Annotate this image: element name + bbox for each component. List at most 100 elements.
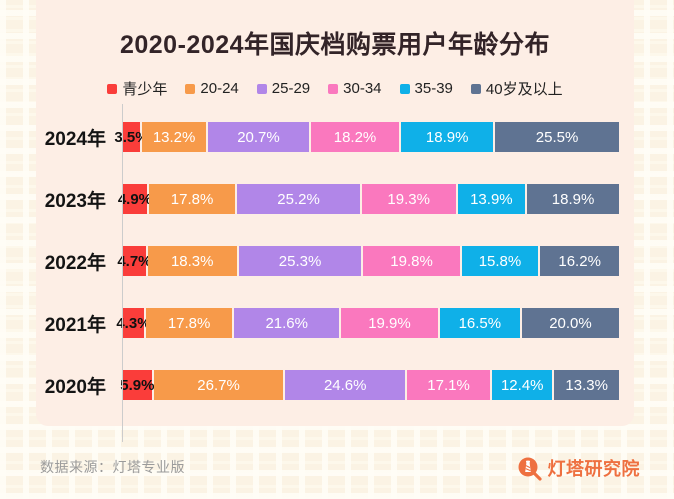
bar-value-label: 18.2%: [333, 128, 377, 146]
bar-value-label: 4.3%: [116, 314, 151, 332]
legend-swatch-icon: [185, 83, 196, 94]
bar-segment-青少年: 4.7%: [117, 246, 152, 276]
legend-swatch-icon: [256, 83, 267, 94]
bar-value-label: 19.3%: [387, 190, 430, 208]
bar-value-label: 13.3%: [565, 376, 608, 394]
bar-segment-40岁及以上: 20.0%: [521, 308, 620, 338]
bar-value-label: 20.0%: [549, 314, 592, 332]
bar-segment-40岁及以上: 13.3%: [554, 370, 620, 400]
bar-segment-40岁及以上: 16.2%: [540, 246, 619, 276]
bar-value-label: 18.9%: [551, 190, 595, 208]
bar-segment-20-24: 17.8%: [145, 308, 233, 338]
bar-value-label: 17.1%: [427, 376, 470, 394]
bar-value-label: 15.8%: [478, 252, 522, 270]
chart-row-2023年: 2023年 4.9% 17.8% 25.2% 19.3% 13.9% 18.9%: [36, 184, 634, 214]
legend-item-40岁及以上: 40岁及以上: [470, 78, 563, 99]
bar-segment-40岁及以上: 18.9%: [527, 184, 619, 214]
brand-logo: 灯塔研究院: [516, 455, 641, 481]
bar-segment-青少年: 5.9%: [120, 370, 155, 400]
bar-segment-25-29: 21.6%: [234, 308, 340, 338]
bar-value-label: 17.8%: [167, 314, 211, 332]
category-label: 2022年: [44, 252, 106, 274]
bar-value-label: 17.8%: [170, 190, 214, 208]
category-label: 2023年: [44, 190, 106, 212]
legend-item-20-24: 20-24: [185, 80, 239, 97]
bar-value-label: 5.9%: [120, 376, 155, 394]
chart-row-2024年: 2024年 3.5% 13.2% 20.7% 18.2% 18.9% 25.5%: [36, 122, 634, 152]
bar-track: 3.5% 13.2% 20.7% 18.2% 18.9% 25.5%: [114, 122, 620, 152]
bar-value-label: 18.3%: [170, 252, 214, 270]
bar-value-label: 20.7%: [237, 128, 280, 146]
legend-item-25-29: 25-29: [256, 80, 311, 97]
bar-segment-35-39: 13.9%: [457, 184, 526, 214]
bar-segment-25-29: 24.6%: [285, 370, 405, 400]
bar-value-label: 26.7%: [197, 376, 240, 394]
bar-segment-35-39: 15.8%: [461, 246, 539, 276]
legend-item-30-34: 30-34: [328, 80, 382, 97]
chart-title: 2020-2024年国庆档购票用户年龄分布: [119, 31, 551, 59]
bar-track: 4.9% 17.8% 25.2% 19.3% 13.9% 18.9%: [118, 184, 619, 214]
bar-track: 5.9% 26.7% 24.6% 17.1% 12.4% 13.3%: [120, 370, 620, 400]
category-label: 2021年: [44, 314, 106, 336]
bar-value-label: 13.9%: [470, 190, 513, 208]
bar-value-label: 18.9%: [425, 128, 469, 146]
bar-segment-青少年: 4.3%: [116, 308, 151, 338]
legend-label: 30-34: [343, 80, 382, 97]
bar-segment-25-29: 25.3%: [238, 246, 362, 276]
chart-card: 2020-2024年国庆档购票用户年龄分布 青少年 20-24 25-29 30-34…: [36, 0, 634, 426]
legend: 青少年 20-24 25-29 30-34 35-39 40岁及以上: [36, 78, 634, 99]
legend-swatch-icon: [328, 83, 339, 94]
bar-segment-20-24: 26.7%: [153, 370, 284, 400]
legend-swatch-icon: [470, 83, 481, 94]
bar-segment-30-34: 18.2%: [310, 122, 400, 152]
chart-row-2022年: 2022年 4.7% 18.3% 25.3% 19.8% 15.8% 16.2%: [36, 246, 634, 276]
y-axis-line: [122, 104, 123, 442]
bar-segment-25-29: 20.7%: [208, 122, 309, 152]
legend-swatch-icon: [399, 83, 410, 94]
bar-value-label: 12.4%: [500, 376, 544, 394]
bar-value-label: 13.2%: [152, 128, 196, 146]
bar-segment-30-34: 17.1%: [407, 370, 491, 400]
legend-label: 20-24: [200, 80, 239, 97]
legend-label: 青少年: [122, 81, 168, 98]
bar-value-label: 24.6%: [323, 376, 367, 394]
bar-value-label: 4.9%: [117, 190, 153, 208]
bar-segment-35-39: 12.4%: [492, 370, 553, 400]
bar-segment-30-34: 19.3%: [361, 184, 456, 214]
chart-rows: 2024年 3.5% 13.2% 20.7% 18.2% 18.9% 25.5% 2023年 4…: [36, 122, 634, 400]
bar-track: 4.3% 17.8% 21.6% 19.9% 16.5% 20.0%: [116, 308, 620, 338]
lighthouse-magnifier-icon: [516, 455, 542, 481]
bar-value-label: 4.7%: [117, 252, 152, 270]
category-label: 2020年: [44, 376, 106, 398]
legend-item-青少年: 青少年: [107, 78, 167, 99]
bar-segment-40岁及以上: 25.5%: [495, 122, 620, 152]
chart-row-2021年: 2021年 4.3% 17.8% 21.6% 19.9% 16.5% 20.0%: [36, 308, 634, 338]
bar-value-label: 16.5%: [458, 314, 502, 332]
bar-value-label: 25.2%: [277, 190, 320, 208]
brand-name: 灯塔研究院: [547, 459, 640, 479]
bar-value-label: 25.5%: [535, 128, 579, 146]
bar-segment-20-24: 18.3%: [147, 246, 237, 276]
bar-value-label: 25.3%: [278, 252, 322, 270]
bar-segment-35-39: 16.5%: [439, 308, 520, 338]
bar-value-label: 19.8%: [390, 252, 433, 270]
legend-label: 35-39: [414, 80, 453, 97]
bar-track: 4.7% 18.3% 25.3% 19.8% 15.8% 16.2%: [117, 246, 619, 276]
legend-label: 25-29: [271, 80, 311, 97]
bar-segment-青少年: 4.9%: [118, 184, 152, 214]
legend-label: 40岁及以上: [485, 81, 563, 98]
legend-item-35-39: 35-39: [399, 80, 453, 97]
bar-segment-30-34: 19.9%: [341, 308, 438, 338]
bar-value-label: 19.9%: [368, 314, 411, 332]
chart-row-2020年: 2020年 5.9% 26.7% 24.6% 17.1% 12.4% 13.3%: [36, 370, 634, 400]
bar-segment-30-34: 19.8%: [363, 246, 460, 276]
bar-segment-20-24: 17.8%: [148, 184, 236, 214]
legend-swatch-icon: [107, 83, 118, 94]
bar-segment-青少年: 3.5%: [114, 122, 149, 152]
category-label: 2024年: [44, 128, 106, 150]
bar-segment-35-39: 18.9%: [401, 122, 494, 152]
bar-segment-20-24: 13.2%: [142, 122, 207, 152]
bar-segment-25-29: 25.2%: [237, 184, 360, 214]
bar-value-label: 21.6%: [265, 314, 308, 332]
